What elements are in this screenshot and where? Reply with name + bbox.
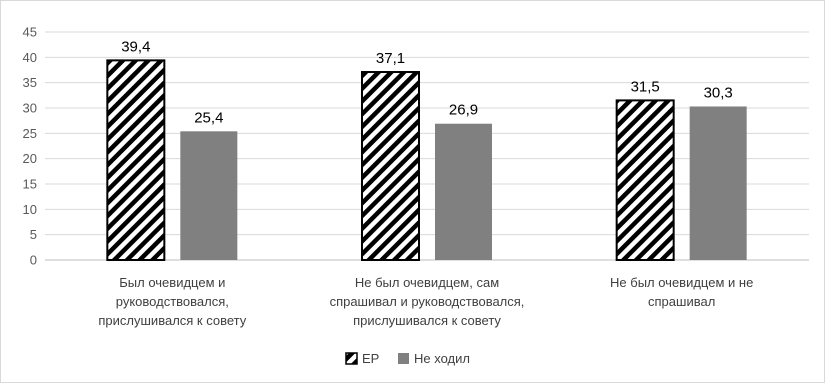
legend-swatch-hatched	[345, 352, 358, 365]
bars	[106, 59, 747, 262]
data-labels: 39,4 25,4 37,1 26,9 31,5 30,3	[121, 38, 733, 126]
bar-er	[615, 99, 675, 262]
category-label: спрашивал	[648, 294, 715, 309]
legend-item: Не ходил	[398, 351, 470, 366]
y-tick-label: 45	[23, 25, 37, 40]
bar-er	[361, 71, 420, 261]
y-tick-label: 20	[23, 151, 37, 166]
y-tick-label: 25	[23, 126, 37, 141]
y-tick-label: 30	[23, 101, 37, 116]
data-label: 26,9	[449, 102, 478, 119]
category-label: спрашивал и руководствовался,	[330, 294, 525, 309]
y-axis-tick-labels: 0 5 10 15 20 25 30 35 40 45	[23, 25, 37, 268]
data-label: 37,1	[376, 50, 405, 67]
bar-er	[106, 59, 166, 261]
legend-swatch-solid	[398, 353, 409, 364]
data-label: 30,3	[704, 84, 733, 101]
y-tick-label: 0	[30, 253, 37, 268]
data-label: 25,4	[194, 109, 223, 126]
data-label: 31,5	[631, 78, 660, 95]
category-label: руководствовался,	[116, 294, 229, 309]
legend-item: ЕР	[345, 351, 379, 366]
category-labels: Был очевидцем и руководствовался, прислуши…	[98, 275, 753, 328]
bar-ne-hodil	[689, 106, 747, 260]
y-tick-label: 40	[23, 50, 37, 65]
category-label: прислушивался к совету	[353, 313, 501, 328]
bar-ne-hodil	[435, 123, 492, 260]
legend-label: ЕР	[362, 351, 379, 366]
y-tick-label: 10	[23, 202, 37, 217]
category-label: прислушивался к совету	[98, 313, 246, 328]
y-tick-label: 5	[30, 227, 37, 242]
category-label: Был очевидцем и	[119, 275, 225, 290]
y-tick-label: 15	[23, 177, 37, 192]
category-label: Не был очевидцем и не	[610, 275, 753, 290]
gridlines	[45, 31, 809, 261]
bar-ne-hodil	[180, 131, 238, 260]
y-tick-label: 35	[23, 75, 37, 90]
data-label: 39,4	[121, 38, 150, 55]
legend: ЕР Не ходил	[345, 351, 470, 366]
category-label: Не был очевидцем, сам	[355, 275, 499, 290]
legend-label: Не ходил	[414, 351, 470, 366]
